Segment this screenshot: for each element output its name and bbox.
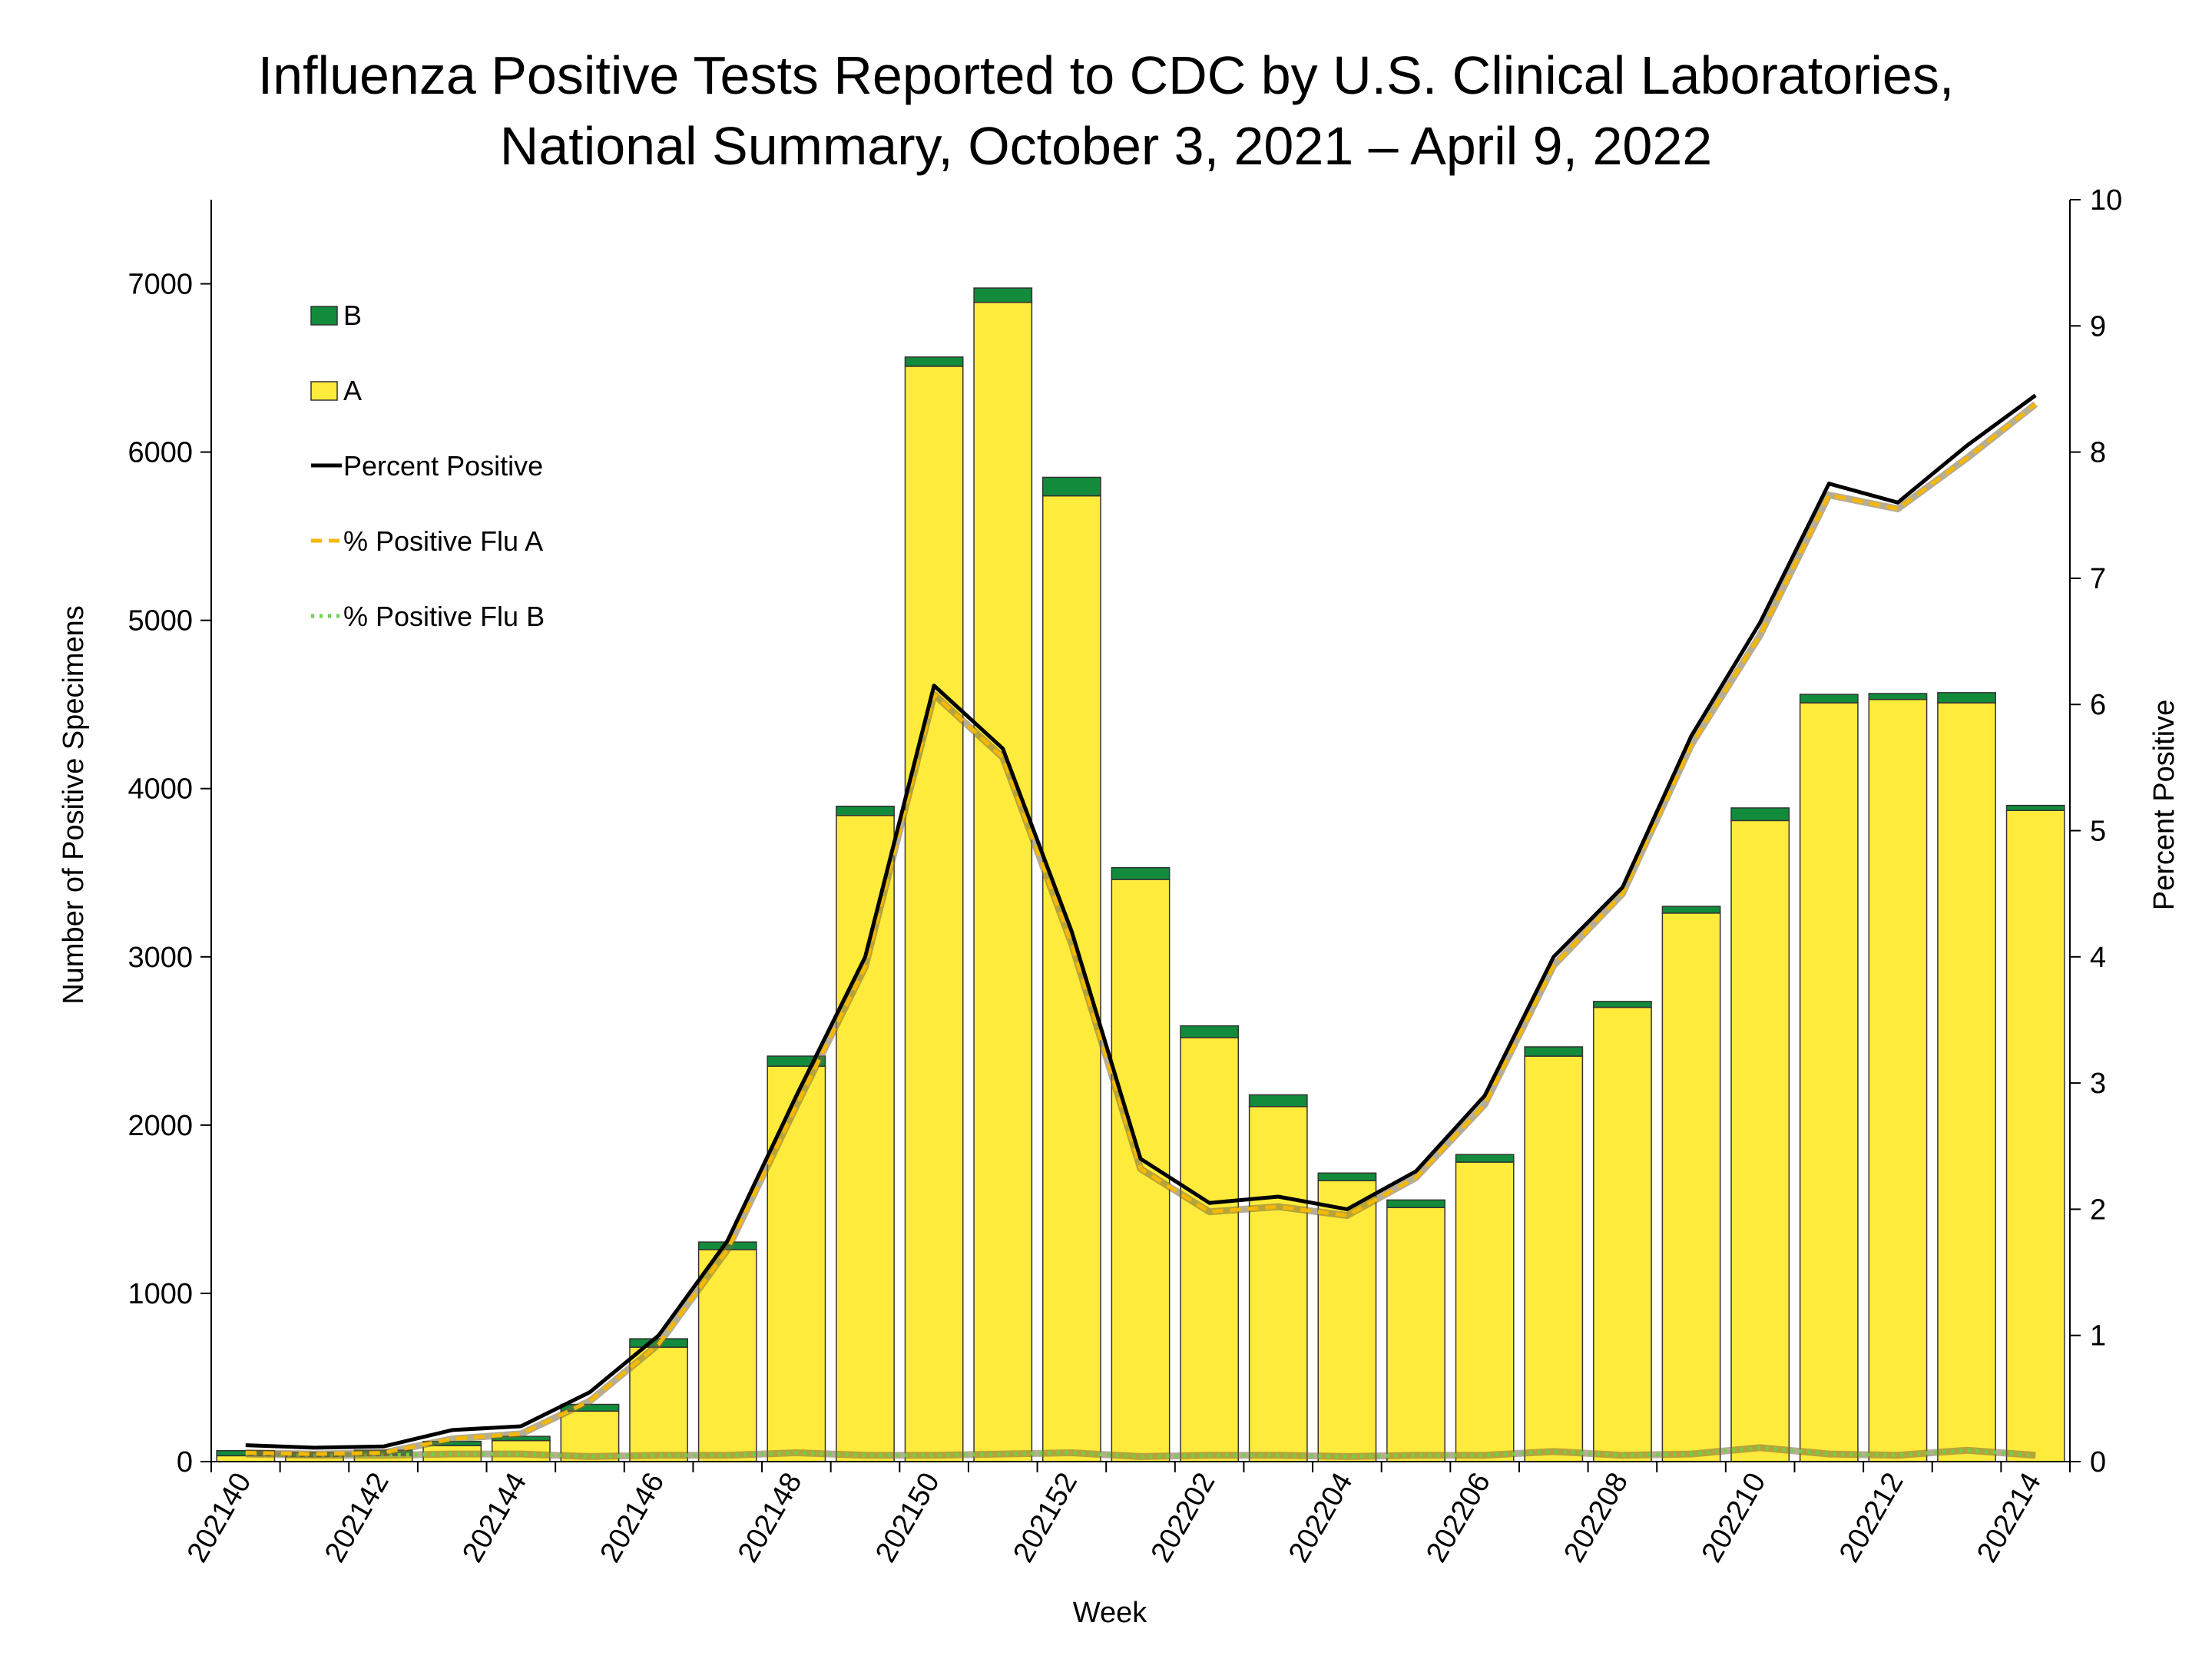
y-right-tick-label-5: 5 — [2090, 816, 2106, 848]
bar-b-202152 — [1041, 476, 1101, 497]
bar-b-202151 — [973, 287, 1033, 303]
y-right-tick-label-2: 2 — [2090, 1194, 2106, 1226]
bar-series-group — [216, 287, 2065, 1462]
line-percent-positive — [245, 393, 2037, 1450]
bar-b-202214 — [2005, 804, 2065, 811]
y-right-tick-label-10: 10 — [2090, 184, 2122, 217]
bar-b-202213 — [1937, 692, 1996, 704]
chart-title-line1: Influenza Positive Tests Reported to CDC… — [257, 45, 1955, 105]
bar-a-202214 — [2005, 810, 2065, 1462]
bar-a-202213 — [1937, 702, 1996, 1462]
bar-a-202152 — [1041, 495, 1101, 1462]
y-axis-right-title: Percent Positive — [2148, 700, 2181, 911]
y-right-tick-label-9: 9 — [2090, 310, 2106, 343]
bar-a-202149 — [836, 815, 895, 1462]
x-axis-title: Week — [1073, 1597, 1147, 1629]
y-axis-left-title: Number of Positive Specimens — [58, 605, 90, 1005]
bar-b-202204 — [1317, 1172, 1377, 1181]
legend-label-percent-positive: Percent Positive — [343, 450, 543, 482]
bar-b-202207 — [1524, 1046, 1584, 1057]
y-right-tick-label-8: 8 — [2090, 437, 2106, 469]
bar-a-202210 — [1730, 820, 1790, 1462]
y-right-tick-label-3: 3 — [2090, 1068, 2106, 1100]
bar-a-202151 — [973, 301, 1033, 1462]
bar-b-202201 — [1111, 866, 1171, 880]
legend-label-a: A — [343, 375, 362, 406]
x-tick-label-202152: 202152 — [1007, 1468, 1084, 1568]
bar-b-202203 — [1248, 1094, 1308, 1108]
bar-b-202202 — [1180, 1025, 1240, 1038]
legend-label-b: B — [343, 300, 362, 331]
bar-a-202208 — [1593, 1006, 1652, 1462]
bar-b-202209 — [1661, 906, 1721, 914]
legend-swatch-a — [310, 381, 338, 401]
y-left-tick-label-4000: 4000 — [127, 773, 193, 806]
x-tick-label-202212: 202212 — [1833, 1468, 1910, 1568]
x-tick-label-202142: 202142 — [319, 1468, 396, 1568]
bar-a-202147 — [697, 1249, 757, 1462]
x-tick-label-202214: 202214 — [1971, 1468, 2048, 1568]
legend: B A Percent Positive % Positive Flu A % Posi… — [310, 300, 545, 632]
bar-a-202212 — [1868, 698, 1928, 1462]
x-tick-label-202148: 202148 — [732, 1468, 809, 1568]
x-tick-label-202208: 202208 — [1558, 1468, 1634, 1568]
y-left-tick-label-7000: 7000 — [127, 269, 193, 301]
bar-b-202205 — [1386, 1199, 1445, 1208]
x-tick-label-202204: 202204 — [1283, 1468, 1359, 1568]
x-tick-label-202202: 202202 — [1145, 1468, 1222, 1568]
legend-swatch-b — [310, 306, 338, 326]
x-tick-label-202210: 202210 — [1696, 1468, 1773, 1568]
bar-a-202150 — [904, 366, 964, 1462]
y-left-tick-label-6000: 6000 — [127, 437, 193, 469]
bar-b-202210 — [1730, 807, 1790, 822]
bar-b-202212 — [1868, 693, 1928, 700]
bar-a-202207 — [1524, 1055, 1584, 1462]
y-left-tick-label-0: 0 — [177, 1446, 193, 1479]
y-right-tick-label-7: 7 — [2090, 563, 2106, 595]
x-tick-label-202150: 202150 — [869, 1468, 946, 1568]
legend-label-positive-flu-b: % Positive Flu B — [343, 601, 545, 632]
y-left-tick-label-2000: 2000 — [127, 1110, 193, 1142]
line-positive-flu-b — [245, 1445, 2036, 1459]
legend-label-positive-flu-a: % Positive Flu A — [343, 525, 543, 557]
bar-a-202209 — [1661, 912, 1721, 1462]
x-tick-label-202206: 202206 — [1420, 1468, 1497, 1568]
bar-a-202148 — [767, 1065, 826, 1462]
y-right-tick-label-1: 1 — [2090, 1320, 2106, 1353]
bar-b-202211 — [1799, 694, 1859, 704]
x-tick-label-202146: 202146 — [594, 1468, 671, 1568]
y-right-tick-label-0: 0 — [2090, 1446, 2106, 1479]
bar-a-202206 — [1455, 1161, 1515, 1462]
bar-b-202150 — [904, 356, 964, 367]
x-tick-label-202144: 202144 — [456, 1468, 533, 1568]
bar-a-202211 — [1799, 702, 1859, 1462]
y-left-tick-label-3000: 3000 — [127, 942, 193, 974]
y-right-tick-label-4: 4 — [2090, 942, 2106, 974]
bar-b-202149 — [836, 805, 895, 816]
bar-a-202202 — [1180, 1037, 1240, 1462]
bar-a-202204 — [1317, 1180, 1377, 1462]
line-series-group — [245, 393, 2038, 1460]
y-right-tick-label-6: 6 — [2090, 689, 2106, 721]
y-left-tick-label-1000: 1000 — [127, 1278, 193, 1310]
y-left-tick-label-5000: 5000 — [127, 605, 193, 637]
chart-title: Influenza Positive Tests Reported to CDC… — [0, 40, 2212, 181]
line-positive-flu-a — [245, 402, 2037, 1456]
bar-b-202206 — [1455, 1154, 1515, 1163]
bar-a-202205 — [1386, 1207, 1445, 1462]
x-tick-label-202140: 202140 — [181, 1468, 258, 1568]
bar-b-202208 — [1593, 1001, 1652, 1008]
chart-title-line2: National Summary, October 3, 2021 – Apri… — [499, 116, 1713, 176]
bar-a-202203 — [1248, 1106, 1308, 1462]
